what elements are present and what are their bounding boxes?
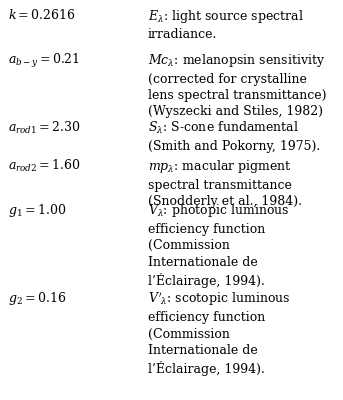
Text: $a_{rod1} = 2.30$: $a_{rod1} = 2.30$: [8, 120, 81, 136]
Text: $a_{rod2} = 1.60$: $a_{rod2} = 1.60$: [8, 158, 81, 174]
Text: $S_{\lambda}$: S-cone fundamental
(Smith and Pokorny, 1975).: $S_{\lambda}$: S-cone fundamental (Smith…: [148, 120, 320, 152]
Text: $mp_{\lambda}$: macular pigment
spectral transmittance
(Snodderly et al., 1984).: $mp_{\lambda}$: macular pigment spectral…: [148, 158, 302, 208]
Text: $V^{\prime}{}_{\lambda}$: scotopic luminous
efficiency function
(Commission
Inte: $V^{\prime}{}_{\lambda}$: scotopic lumin…: [148, 290, 291, 376]
Text: $g_{1} = 1.00$: $g_{1} = 1.00$: [8, 202, 66, 219]
Text: $V_{\lambda}$: photopic luminous
efficiency function
(Commission
Internationale : $V_{\lambda}$: photopic luminous efficie…: [148, 202, 289, 288]
Text: $Mc_{\lambda}$: melanopsin sensitivity
(corrected for crystalline
lens spectral : $Mc_{\lambda}$: melanopsin sensitivity (…: [148, 52, 327, 118]
Text: $a_{b-y} = 0.21$: $a_{b-y} = 0.21$: [8, 52, 80, 70]
Text: $g_{2} = 0.16$: $g_{2} = 0.16$: [8, 290, 66, 307]
Text: $k = 0.2616$: $k = 0.2616$: [8, 8, 75, 22]
Text: $E_{\lambda}$: light source spectral
irradiance.: $E_{\lambda}$: light source spectral irr…: [148, 8, 304, 42]
